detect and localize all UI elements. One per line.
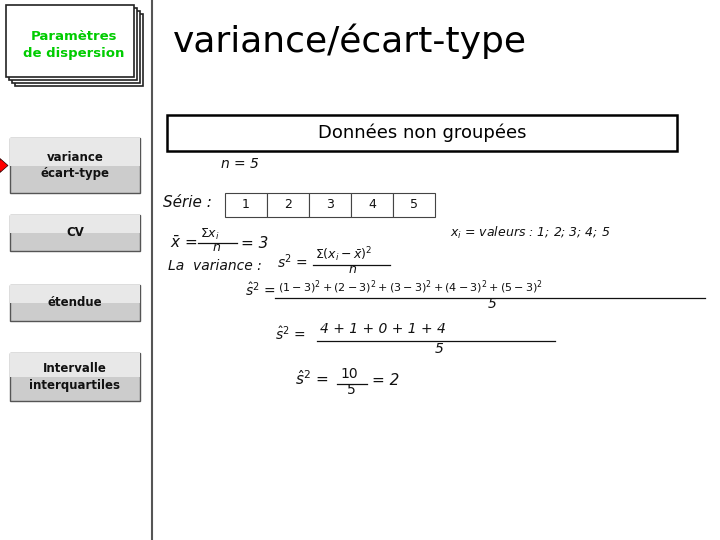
Text: $\hat{s}^2$ =: $\hat{s}^2$ = — [295, 369, 328, 388]
Text: 2: 2 — [284, 199, 292, 212]
FancyBboxPatch shape — [15, 14, 143, 86]
Text: 3: 3 — [326, 199, 334, 212]
FancyBboxPatch shape — [10, 353, 140, 401]
FancyBboxPatch shape — [10, 285, 140, 303]
Bar — [351, 193, 393, 217]
Text: CV: CV — [66, 226, 84, 240]
FancyBboxPatch shape — [10, 215, 140, 251]
FancyBboxPatch shape — [10, 138, 140, 165]
Text: 4: 4 — [368, 199, 376, 212]
FancyBboxPatch shape — [12, 11, 140, 83]
Text: $x_i$ = valeurs : 1; 2; 3; 4; 5: $x_i$ = valeurs : 1; 2; 3; 4; 5 — [450, 225, 611, 241]
Text: 1: 1 — [242, 199, 250, 212]
Text: $\Sigma x_i$: $\Sigma x_i$ — [200, 227, 220, 242]
Text: $s^2$ =: $s^2$ = — [277, 252, 308, 271]
Text: $\hat{s}^2$ =: $\hat{s}^2$ = — [275, 325, 305, 343]
Bar — [167, 115, 677, 151]
FancyArrow shape — [0, 159, 8, 172]
Text: 5: 5 — [435, 342, 444, 356]
Text: Intervalle
interquartiles: Intervalle interquartiles — [30, 362, 120, 392]
Text: $\bar{x}$ =: $\bar{x}$ = — [170, 235, 197, 251]
Text: 5: 5 — [347, 383, 356, 397]
FancyBboxPatch shape — [10, 285, 140, 321]
Text: 10: 10 — [340, 367, 358, 381]
Bar — [309, 193, 351, 217]
Text: Série :: Série : — [163, 195, 212, 210]
FancyArrow shape — [0, 162, 1, 169]
Text: Paramètres
de dispersion: Paramètres de dispersion — [23, 30, 125, 60]
Text: $\hat{s}^2$ =: $\hat{s}^2$ = — [245, 281, 276, 299]
Text: La  variance :: La variance : — [168, 259, 262, 273]
Bar — [267, 193, 309, 217]
Bar — [0, 0, 152, 540]
Bar — [393, 193, 435, 217]
Text: étendue: étendue — [48, 296, 102, 309]
FancyBboxPatch shape — [10, 353, 140, 377]
Text: = 2: = 2 — [372, 373, 400, 388]
Text: $\Sigma(x_i - \bar{x})^2$: $\Sigma(x_i - \bar{x})^2$ — [315, 245, 372, 264]
Bar — [225, 193, 267, 217]
Text: 5: 5 — [488, 297, 497, 311]
FancyBboxPatch shape — [10, 215, 140, 233]
Text: Données non groupées: Données non groupées — [318, 124, 526, 142]
FancyBboxPatch shape — [10, 138, 140, 193]
Text: $n$: $n$ — [212, 241, 221, 254]
Text: variance
écart-type: variance écart-type — [40, 151, 109, 180]
Text: $n$: $n$ — [348, 263, 357, 276]
Text: 4 + 1 + 0 + 1 + 4: 4 + 1 + 0 + 1 + 4 — [320, 322, 446, 336]
Text: $(1-3)^2+(2-3)^2+(3-3)^2+(4-3)^2+(5-3)^2$: $(1-3)^2+(2-3)^2+(3-3)^2+(4-3)^2+(5-3)^2… — [278, 278, 543, 296]
Text: = 3: = 3 — [241, 236, 269, 251]
FancyBboxPatch shape — [6, 5, 134, 77]
Text: 5: 5 — [410, 199, 418, 212]
FancyBboxPatch shape — [9, 8, 137, 80]
Text: variance/écart-type: variance/écart-type — [173, 24, 527, 59]
Text: $\it{n}$ = 5: $\it{n}$ = 5 — [220, 157, 259, 171]
